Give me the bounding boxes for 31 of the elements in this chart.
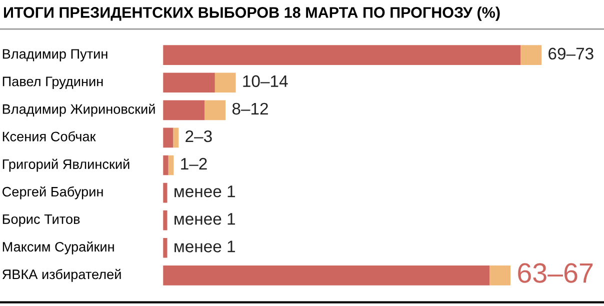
y-tick-label: ЯВКА избирателей — [2, 268, 121, 282]
bar — [214, 72, 236, 93]
bar — [204, 100, 226, 120]
bar — [490, 265, 511, 286]
y-tick-label: Сергей Бабурин — [2, 186, 103, 200]
bar — [163, 72, 215, 93]
text: 1–2 — [181, 158, 207, 170]
text: 2–3 — [186, 130, 212, 142]
y-tick-label: Борис Титов — [2, 214, 80, 227]
bar — [163, 45, 521, 65]
bar — [163, 265, 490, 286]
y-tick-label: Ксения Собчак — [2, 131, 96, 142]
text: 63–67 — [518, 263, 593, 283]
text: менее 1 — [174, 240, 235, 252]
text: менее 1 — [174, 213, 235, 225]
text: менее 1 — [174, 186, 235, 198]
bar — [520, 45, 542, 65]
bar — [168, 155, 174, 176]
bar — [163, 100, 205, 120]
text: 8–12 — [232, 102, 268, 115]
bar — [173, 128, 179, 148]
bar — [163, 155, 168, 176]
text: 10–14 — [243, 75, 288, 88]
bar — [163, 128, 174, 148]
chart-title: ИТОГИ ПРЕЗИДЕНТСКИХ ВЫБОРОВ 18 МАРТА ПО ПРОГНОЗУ (%) — [4, 6, 500, 21]
y-tick-label: Владимир Жириновский — [2, 104, 155, 117]
y-tick-label: Максим Сурайкин — [2, 241, 114, 254]
y-tick-label: Павел Грудинин — [2, 76, 103, 89]
y-tick-label: Владимир Путин — [2, 49, 108, 62]
y-tick-label: Григорий Явлинский — [2, 158, 130, 172]
text: 69–73 — [548, 48, 594, 60]
